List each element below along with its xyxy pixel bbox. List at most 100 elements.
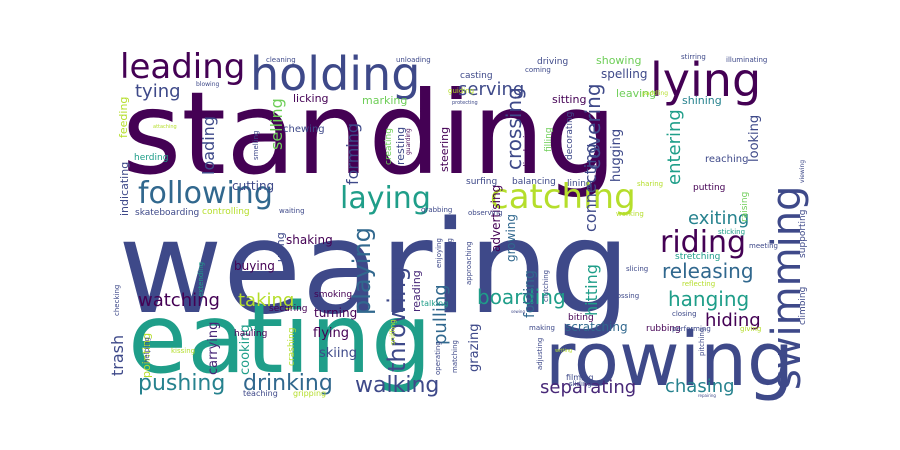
word-licking: licking (293, 92, 329, 105)
word-flying: flying (313, 326, 349, 341)
word-stirring: stirring (681, 53, 706, 61)
word-leaving: leaving (616, 87, 656, 100)
word-kissing: kissing (171, 347, 195, 355)
word-approaching: approaching (465, 241, 473, 285)
word-holding: holding (250, 47, 420, 101)
word-resting: resting (394, 127, 407, 165)
word-cutting: cutting (232, 179, 274, 193)
word-riding: riding (660, 225, 746, 260)
word-hiding: hiding (705, 310, 761, 331)
word-turning: turning (314, 306, 357, 320)
word-trash: trash (108, 335, 127, 376)
word-taking: taking (238, 290, 294, 311)
word-gripping: gripping (293, 389, 326, 398)
word-marking: marking (362, 94, 407, 107)
word-spelling: spelling (601, 67, 647, 81)
word-serving: serving (458, 79, 524, 100)
word-closing: closing (672, 310, 697, 318)
word-swimming: swimming (764, 186, 810, 390)
word-giving: giving (740, 325, 761, 333)
word-making: making (529, 324, 555, 332)
word-sewing: sewing (511, 309, 525, 314)
word-putting: putting (693, 183, 725, 193)
word-showing: showing (596, 54, 641, 67)
word-reading: reading (410, 270, 423, 312)
word-eating: eating (128, 283, 432, 395)
word-climbing: climbing (798, 287, 808, 325)
word-shining: shining (682, 94, 722, 107)
word-displaying: displaying (523, 124, 533, 170)
word-illuminating: illuminating (726, 56, 767, 64)
word-skateboarding: skateboarding (135, 208, 199, 218)
word-pointing: pointing (140, 333, 153, 378)
word-using: using (274, 232, 287, 262)
word-operating: operating (434, 341, 442, 375)
word-drinking: drinking (243, 371, 333, 396)
word-creating: creating (384, 128, 394, 165)
word-filling: filling (544, 127, 554, 152)
word-decorating: decorating (565, 112, 575, 160)
word-exiting: exiting (688, 208, 749, 229)
word-forming: forming (343, 123, 362, 185)
word-walking: walking (355, 373, 439, 398)
word-catching: catching (490, 177, 636, 217)
word-grazing: grazing (467, 324, 482, 373)
word-stretching: stretching (675, 252, 720, 262)
word-enjoying: enjoying (435, 238, 443, 268)
word-preparing: preparing (446, 238, 454, 272)
word-smoking: smoking (314, 290, 352, 300)
word-pushing: pushing (138, 371, 225, 396)
word-laying: laying (340, 181, 431, 216)
word-shaking: shaking (286, 233, 333, 247)
word-paddling: paddling (642, 90, 668, 97)
word-reaching: reaching (705, 154, 748, 165)
word-attaching: attaching (153, 124, 177, 130)
word-driving: driving (537, 57, 568, 67)
word-filming: filming (566, 373, 593, 382)
word-raising: raising (740, 192, 750, 222)
word-feeding: feeding (117, 97, 130, 138)
word-herding: herding (134, 153, 168, 163)
word-repairing: repairing (698, 393, 716, 398)
word-adjusting: adjusting (536, 338, 544, 370)
word-securing: securing (269, 304, 308, 314)
word-playing: playing (348, 227, 376, 315)
word-guiding: guiding (448, 87, 474, 95)
word-unloading: unloading (396, 56, 431, 64)
word-covering: covering (581, 83, 605, 170)
word-pulling: pulling (430, 284, 451, 345)
word-grabbing: grabbing (421, 206, 452, 214)
word-hauling: hauling (234, 329, 267, 339)
word-folding: folding (522, 270, 538, 318)
word-chasing: chasing (665, 376, 735, 397)
word-protecting: protecting (452, 100, 478, 106)
word-smelling: smelling (252, 131, 260, 161)
word-throwing: throwing (383, 267, 411, 372)
word-teaching: teaching (243, 389, 278, 398)
word-standing: standing (122, 67, 617, 200)
word-pitching: pitching (698, 328, 706, 356)
word-sniffing: sniffing (389, 319, 397, 345)
word-rubbing: rubbing (646, 324, 681, 334)
word-blowing: blowing (196, 81, 220, 88)
word-surfing: surfing (466, 177, 497, 187)
word-tossing: tossing (614, 292, 639, 300)
word-crashing: crashing (287, 328, 297, 366)
word-clutching: clutching (542, 270, 550, 302)
word-coming: coming (525, 66, 551, 74)
word-scratching: scratching (565, 320, 628, 334)
word-steering: steering (438, 127, 451, 172)
word-indicating: indicating (118, 162, 131, 216)
word-sitting: sitting (552, 93, 586, 106)
word-sharing: sharing (637, 180, 663, 188)
word-helping: helping (143, 337, 151, 363)
word-rowing: rowing (545, 317, 794, 403)
word-separating: separating (540, 377, 636, 398)
word-supporting: supporting (798, 210, 808, 258)
word-working: working (616, 210, 644, 218)
word-selling: selling (267, 98, 286, 150)
word-hugging: hugging (609, 129, 624, 182)
word-checking: checking (113, 285, 121, 316)
word-skiing: skiing (319, 346, 357, 361)
